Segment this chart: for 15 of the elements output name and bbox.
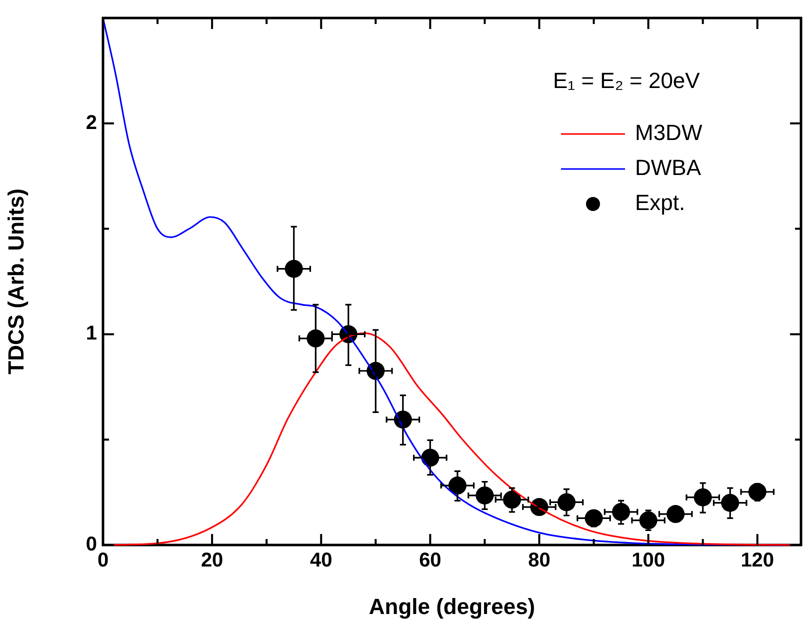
y-tick-label: 1 — [86, 322, 97, 345]
legend-label: DWBA — [635, 155, 702, 180]
legend-title: E₁ = E₂ = 20eV — [553, 68, 700, 94]
legend-label: M3DW — [635, 120, 702, 146]
x-axis-title: Angle (degrees) — [368, 594, 536, 619]
legend-label: Expt. — [635, 190, 686, 216]
y-axis-title: TDCS (Arb. Units) — [3, 188, 28, 374]
y-tick-label: 2 — [86, 112, 97, 134]
y-tick-label: 0 — [86, 534, 97, 556]
x-tick-label: 80 — [528, 550, 550, 572]
x-tick-label: 60 — [419, 550, 442, 572]
x-tick-label: 120 — [740, 550, 774, 572]
x-tick-label: 100 — [632, 550, 665, 572]
x-tick-label: 20 — [200, 550, 224, 572]
x-tick-label: 40 — [310, 550, 332, 572]
